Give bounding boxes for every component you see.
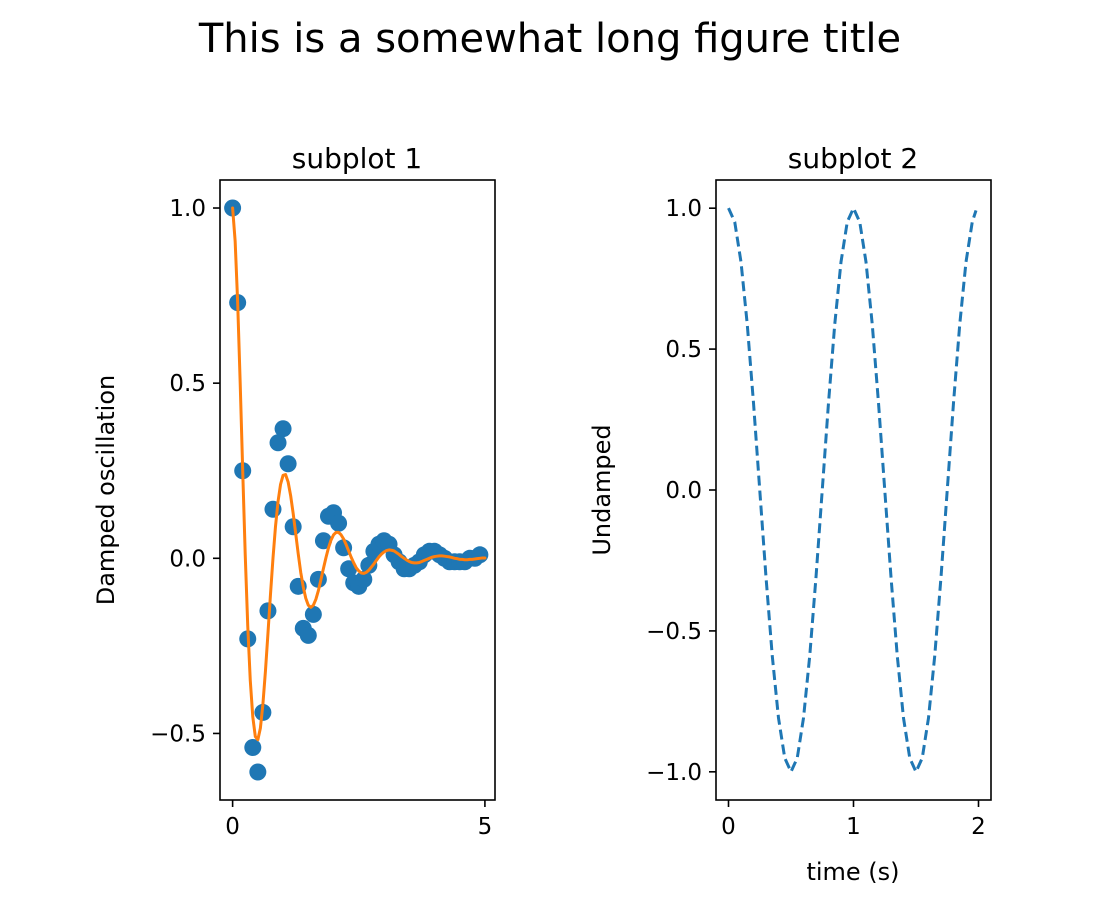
x-tick-label: 0: [721, 814, 736, 840]
scatter-point: [355, 570, 373, 588]
subplot-2-data: [727, 206, 978, 774]
y-tick-label: 0.5: [665, 337, 702, 363]
scatter-point: [279, 455, 297, 473]
scatter-point: [249, 763, 267, 781]
y-tick-label: 0.5: [169, 371, 206, 397]
scatter-point: [471, 546, 489, 564]
y-tick-label: −0.5: [646, 619, 702, 645]
figure-title: This is a somewhat long figure title: [198, 16, 901, 62]
subplot-1-data: [224, 199, 489, 781]
scatter-point: [299, 626, 317, 644]
x-tick-label: 5: [478, 814, 493, 840]
subplot-2-ylabel: Undamped: [588, 424, 616, 555]
scatter-point: [284, 518, 302, 536]
scatter-point: [304, 605, 322, 623]
scatter-point: [360, 556, 378, 574]
subplot-2-xlabel: time (s): [806, 858, 899, 886]
subplot-1: subplot 1 Damped oscillation 0 5 −0.5 0.0 0.…: [92, 142, 496, 840]
y-tick-label: 0.0: [665, 478, 702, 504]
x-tick-label: 0: [225, 814, 240, 840]
scatter-point: [274, 420, 292, 438]
scatter-point: [269, 434, 287, 452]
subplot-1-plot-area: 0 5 −0.5 0.0 0.5 1.0: [150, 179, 496, 840]
scatter-point: [330, 514, 348, 532]
undamped-dashed-line: [727, 206, 978, 774]
y-tick-label: 1.0: [169, 196, 206, 222]
subplot-1-title: subplot 1: [292, 142, 422, 175]
subplot-2-axes-frame: [715, 179, 992, 801]
subplot-1-axes-frame: [219, 179, 496, 801]
y-tick-label: −0.5: [150, 721, 206, 747]
subplot-2: subplot 2 Undamped time (s) 0 1 2−1.0−0.50…: [588, 142, 992, 886]
damped-fit-line: [231, 206, 487, 742]
x-tick-label: 1: [846, 814, 861, 840]
x-tick-label: 2: [971, 814, 986, 840]
subplot-1-ylabel: Damped oscillation: [92, 375, 120, 606]
subplot-2-plot-area: 0 1 2 −1.0 −0.5 0.0 0.5 1.0: [646, 179, 992, 840]
subplot-2-title: subplot 2: [788, 142, 918, 175]
scatter-point: [314, 532, 332, 550]
y-tick-label: 0.0: [169, 546, 206, 572]
scatter-point: [244, 738, 262, 756]
y-tick-label: 1.0: [665, 196, 702, 222]
y-tick-label: −1.0: [646, 760, 702, 786]
